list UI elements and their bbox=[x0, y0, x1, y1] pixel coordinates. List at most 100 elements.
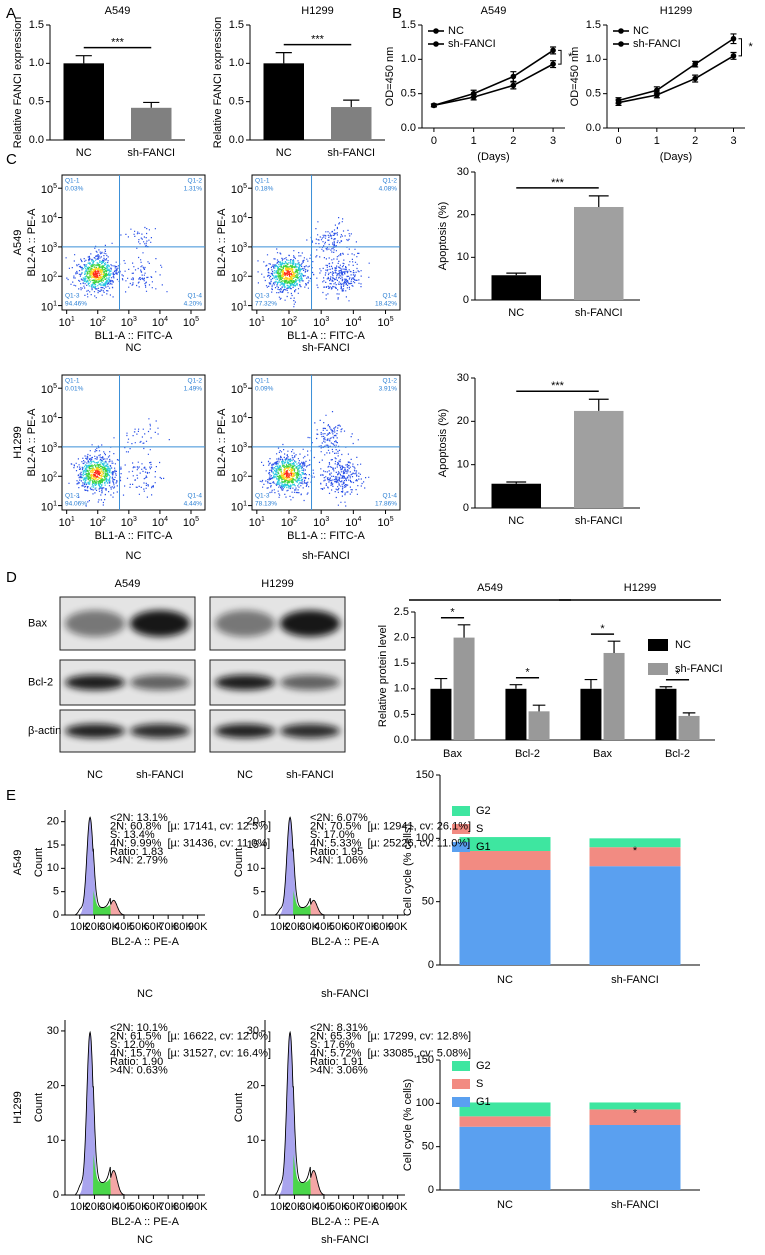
y-tick-label: 30 bbox=[457, 166, 469, 178]
legend-label: sh-FANCI bbox=[633, 38, 681, 50]
tick-exponent: 1 bbox=[71, 316, 75, 323]
error-bar bbox=[532, 704, 546, 712]
x-tick-label: 105 bbox=[377, 316, 393, 329]
quadrant-name: Q1-1 bbox=[255, 378, 270, 385]
x-tick-label: 103 bbox=[313, 516, 329, 529]
quadrant-value: 4.20% bbox=[184, 301, 203, 308]
x-tick-label: 0 bbox=[615, 135, 621, 147]
tick-base: 10 bbox=[231, 413, 243, 425]
event-cloud bbox=[276, 263, 299, 284]
tick-exponent: 5 bbox=[53, 383, 57, 390]
chart-title: H1299 bbox=[301, 5, 333, 17]
x-tick-label: 80K bbox=[373, 1201, 393, 1213]
subtitle: sh-FANCI bbox=[321, 1234, 369, 1246]
x-axis-label: (Days) bbox=[660, 151, 692, 163]
x-tick-label: 20K bbox=[285, 921, 305, 933]
blot-band bbox=[280, 610, 340, 637]
stat-line: S: 12.0% bbox=[110, 1039, 155, 1051]
blot-row-label: Bcl-2 bbox=[28, 676, 53, 688]
x-tick-label: 1 bbox=[471, 135, 477, 147]
tick-exponent: 2 bbox=[102, 316, 106, 323]
x-tick-label: sh-FANCI bbox=[611, 974, 659, 986]
tick-exponent: 3 bbox=[325, 516, 329, 523]
point bbox=[654, 87, 660, 94]
stat-line: <2N: 10.1% bbox=[110, 1022, 168, 1034]
x-axis-label: BL1-A :: FITC-A bbox=[95, 530, 173, 542]
x-tick-label: 101 bbox=[59, 516, 75, 529]
bar bbox=[655, 688, 677, 740]
tick-base: 10 bbox=[90, 317, 102, 329]
tick-exponent: 1 bbox=[71, 516, 75, 523]
y-tick-label: 1.0 bbox=[29, 57, 44, 69]
tick-base: 10 bbox=[41, 213, 53, 225]
bar bbox=[131, 107, 172, 140]
y-tick-label: 0.0 bbox=[394, 734, 409, 746]
tick-base: 10 bbox=[231, 384, 243, 396]
point bbox=[654, 92, 660, 98]
stat-line: 2N: 70.5% [µ: 12941, cv: 26.1%] bbox=[310, 820, 471, 832]
stat-line: 2N: 65.3% [µ: 17299, cv: 12.8%] bbox=[310, 1030, 471, 1042]
tick-base: 10 bbox=[121, 517, 133, 529]
x-tick-label: 101 bbox=[249, 516, 265, 529]
y-tick-label: 0.5 bbox=[229, 96, 244, 108]
y-tick-label: 0.0 bbox=[29, 134, 44, 146]
y-axis-label: Relative FANCI expression bbox=[12, 17, 24, 148]
point bbox=[431, 102, 437, 109]
significance-label: * bbox=[633, 1107, 638, 1119]
legend-label: NC bbox=[633, 25, 649, 37]
point bbox=[692, 61, 698, 67]
tick-base: 10 bbox=[231, 443, 243, 455]
tick-exponent: 4 bbox=[164, 316, 168, 323]
group-label: A549 bbox=[477, 582, 503, 594]
y-tick-label: 1.5 bbox=[586, 19, 601, 31]
y-tick-label: 2.5 bbox=[394, 606, 409, 618]
x-axis-label: BL1-A :: FITC-A bbox=[287, 330, 365, 342]
tick-exponent: 3 bbox=[53, 242, 57, 249]
x-tick-label: 60K bbox=[344, 1201, 364, 1213]
tick-exponent: 4 bbox=[164, 516, 168, 523]
x-tick-label: 10K bbox=[70, 921, 90, 933]
y-tick-label: 30 bbox=[247, 1025, 259, 1037]
y-tick-label: 20 bbox=[247, 816, 259, 828]
x-tick-label: 102 bbox=[90, 516, 106, 529]
y-tick-label: 20 bbox=[457, 209, 469, 221]
x-tick-label: 20K bbox=[285, 1201, 305, 1213]
y-tick-label: 2.0 bbox=[394, 632, 409, 644]
tick-base: 10 bbox=[41, 272, 53, 284]
bar bbox=[263, 63, 304, 141]
y-tick-label: 0.5 bbox=[29, 96, 44, 108]
y-tick-label: 0.5 bbox=[394, 708, 409, 720]
x-tick-label: 104 bbox=[152, 516, 168, 529]
y-tick-label: 104 bbox=[41, 412, 57, 425]
quadrant-value: 1.31% bbox=[184, 186, 203, 193]
y-tick-label: 105 bbox=[41, 183, 57, 196]
bar-segment bbox=[589, 1109, 681, 1125]
legend-label: G1 bbox=[476, 841, 491, 853]
x-tick-label: 102 bbox=[281, 316, 297, 329]
plot-frame bbox=[251, 374, 401, 511]
bar bbox=[528, 711, 550, 740]
x-tick-label: 90K bbox=[388, 921, 408, 933]
tick-exponent: 1 bbox=[53, 500, 57, 507]
quadrant-value: 0.03% bbox=[65, 186, 84, 193]
series-line bbox=[433, 63, 554, 107]
stat-line: 4N: 5.72% [µ: 33085, cv: 5.08%] bbox=[310, 1047, 471, 1059]
x-tick-label: 70K bbox=[358, 921, 378, 933]
tick-exponent: 2 bbox=[53, 471, 57, 478]
x-tick-label: 30K bbox=[299, 1201, 319, 1213]
panel-label: A bbox=[6, 5, 16, 22]
blot-band bbox=[65, 610, 125, 637]
series-line bbox=[618, 55, 734, 104]
blot-band bbox=[65, 674, 125, 691]
x-tick-label: sh-FANCI bbox=[327, 147, 375, 159]
bar bbox=[505, 688, 527, 740]
tick-exponent: 5 bbox=[195, 316, 199, 323]
tick-base: 10 bbox=[231, 472, 243, 484]
quadrant-name: Q1-3 bbox=[255, 493, 270, 500]
bar bbox=[491, 275, 541, 300]
point bbox=[692, 75, 698, 82]
x-tick-label: sh-FANCI bbox=[575, 307, 623, 319]
error-bar bbox=[659, 686, 673, 689]
quadrant-name: Q1-4 bbox=[188, 293, 203, 300]
